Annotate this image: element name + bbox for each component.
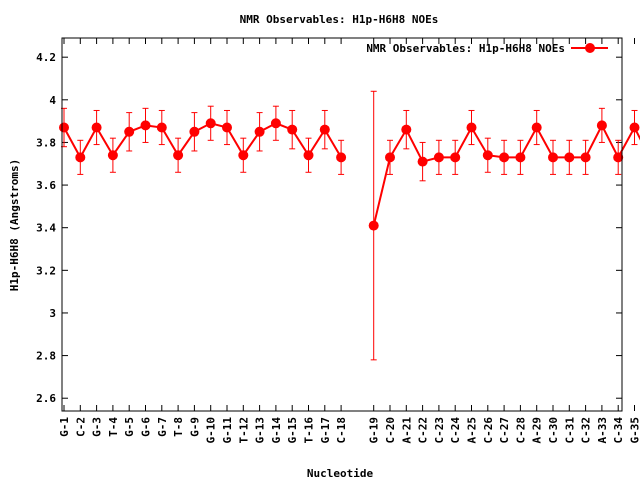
data-point xyxy=(417,156,428,167)
data-point xyxy=(75,152,86,163)
y-axis-label: H1p-H6H8 (Angstroms) xyxy=(8,159,21,291)
data-point xyxy=(107,150,118,161)
y-axis: 2.6 2.8 3 3.2 3.4 3.6 3.8 4 4.2 xyxy=(36,51,622,405)
data-point xyxy=(254,126,265,137)
x-tick-label: G-17 xyxy=(319,417,332,444)
data-point xyxy=(270,118,281,129)
data-point xyxy=(531,122,542,133)
x-axis-label: Nucleotide xyxy=(307,467,374,480)
x-tick-label: A-29 xyxy=(531,417,544,444)
x-tick-label: A-21 xyxy=(400,417,413,444)
data-point xyxy=(564,152,575,163)
data-point xyxy=(238,150,249,161)
chart-title: NMR Observables: H1p-H6H8 NOEs xyxy=(240,13,439,26)
data-point xyxy=(482,150,493,161)
data-point xyxy=(499,152,510,163)
x-tick-label: T-16 xyxy=(303,417,316,444)
x-tick-label: G-3 xyxy=(91,417,104,437)
data-point xyxy=(515,152,526,163)
plot-frame xyxy=(61,37,623,412)
data-point xyxy=(385,152,395,163)
x-tick-label: T-12 xyxy=(237,417,250,444)
x-tick-label: C-26 xyxy=(482,417,495,444)
y-tick-label: 3.6 xyxy=(36,179,56,192)
data-point xyxy=(596,120,607,131)
legend-label: NMR Observables: H1p-H6H8 NOEs xyxy=(366,42,565,55)
data-point xyxy=(287,124,298,135)
x-tick-label: C-32 xyxy=(580,417,593,444)
series-line xyxy=(372,123,640,226)
y-tick-label: 3.2 xyxy=(36,264,56,277)
x-tick-label: G-11 xyxy=(221,417,234,444)
x-tick-label: C-18 xyxy=(335,417,348,444)
data-point xyxy=(173,150,184,161)
data-point xyxy=(629,122,640,133)
y-tick-label: 3 xyxy=(49,307,56,320)
data-point xyxy=(91,122,102,133)
data-point xyxy=(303,150,314,161)
data-point xyxy=(189,126,200,137)
x-tick-label: C-27 xyxy=(498,417,511,444)
data-point xyxy=(59,122,69,133)
y-tick-label: 2.6 xyxy=(36,392,56,405)
series-line xyxy=(63,122,342,160)
x-tick-label: G-6 xyxy=(140,417,153,437)
data-point xyxy=(205,118,216,129)
x-tick-label: T-4 xyxy=(107,417,120,437)
data-point xyxy=(613,152,624,163)
data-point xyxy=(450,152,461,163)
x-tick-label: G-5 xyxy=(123,417,136,437)
y-tick-label: 3.4 xyxy=(36,222,56,235)
x-tick-label: C-31 xyxy=(563,417,576,444)
x-tick-label: G-15 xyxy=(286,417,299,444)
y-tick-label: 4 xyxy=(49,94,56,107)
legend: NMR Observables: H1p-H6H8 NOEs xyxy=(366,42,608,55)
x-tick-label: G-7 xyxy=(156,417,169,437)
y-tick-label: 4.2 xyxy=(36,51,56,64)
x-tick-label: C-30 xyxy=(547,417,560,444)
y-tick-label: 3.8 xyxy=(36,136,56,149)
legend-marker xyxy=(585,43,595,53)
x-tick-label: C-2 xyxy=(74,417,87,437)
data-point xyxy=(124,126,135,137)
data-point xyxy=(319,124,330,135)
data-point xyxy=(336,152,347,163)
data-point xyxy=(401,124,412,135)
x-tick-label: G-19 xyxy=(368,417,381,444)
x-tick-label: G-9 xyxy=(188,417,201,437)
y-tick-label: 2.8 xyxy=(36,350,56,363)
x-tick-label: C-22 xyxy=(417,417,430,444)
x-tick-label: G-13 xyxy=(254,417,267,444)
x-tick-label: G-1 xyxy=(58,417,71,437)
x-tick-label: C-20 xyxy=(384,417,397,444)
x-tick-label: A-25 xyxy=(466,417,479,444)
x-tick-label: C-34 xyxy=(612,417,625,444)
data-point xyxy=(368,220,379,231)
data-point xyxy=(548,152,558,163)
x-tick-label: T-8 xyxy=(172,417,185,437)
series-layer xyxy=(59,90,640,361)
data-point xyxy=(466,122,477,133)
x-tick-label: C-24 xyxy=(449,417,462,444)
x-tick-label: A-33 xyxy=(596,417,609,444)
data-point xyxy=(156,122,167,133)
data-point xyxy=(580,152,591,163)
x-axis: G-1 C-2 G-3 T-4 G-5 G-6 G-7 T-8 G-9 G-10 G-11 T-12 G… xyxy=(58,38,640,444)
x-tick-label: C-23 xyxy=(433,417,446,444)
data-point xyxy=(140,120,151,131)
data-point xyxy=(433,152,444,163)
x-tick-label: C-28 xyxy=(514,417,527,444)
x-tick-label: G-14 xyxy=(270,417,283,444)
data-point xyxy=(222,122,232,133)
x-tick-label: G-10 xyxy=(205,417,218,444)
x-tick-label: G-35 xyxy=(629,417,640,444)
